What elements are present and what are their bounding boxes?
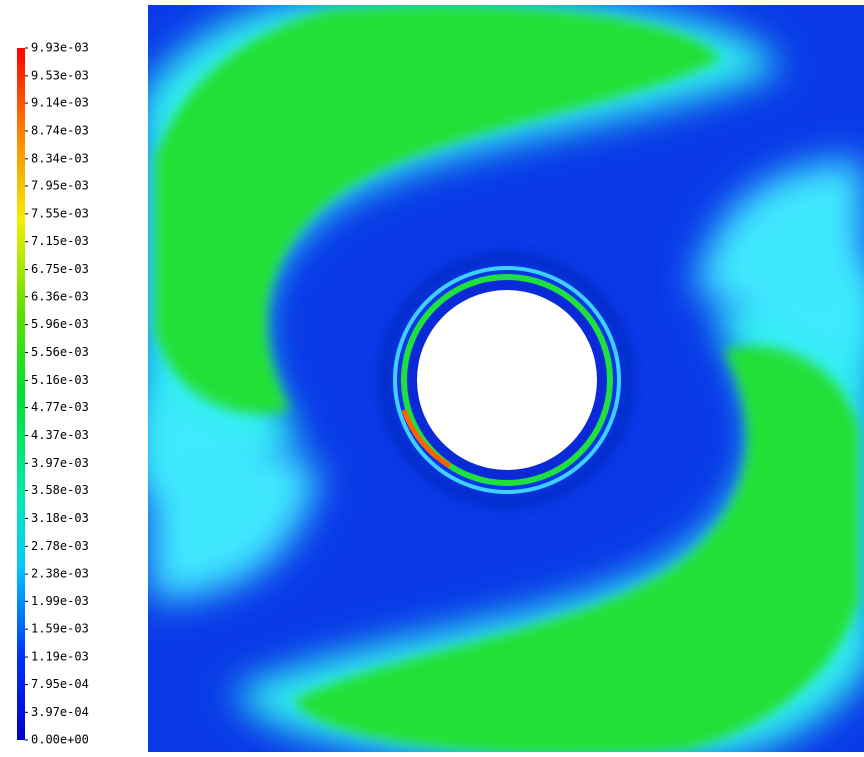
colorbar-label: 6.36e-03 <box>31 289 89 303</box>
colorbar-label: 6.75e-03 <box>31 262 89 276</box>
colorbar-label: 9.93e-03 <box>31 41 89 55</box>
colorbar <box>17 48 25 740</box>
colorbar-label: 7.55e-03 <box>31 206 89 220</box>
contour-view: 9.93e-03 9.53e-03 9.14e-03 8.74e-03 8.34e-03… <box>0 0 864 757</box>
colorbar-label: 8.74e-03 <box>31 123 89 137</box>
colorbar-label: 1.59e-03 <box>31 622 89 636</box>
colorbar-label: 2.38e-03 <box>31 567 89 581</box>
colorbar-label: 2.78e-03 <box>31 539 89 553</box>
colorbar-label: 7.95e-04 <box>31 677 89 691</box>
colorbar-label: 4.77e-03 <box>31 400 89 414</box>
colorbar-label: 3.97e-03 <box>31 456 89 470</box>
colorbar-label: 5.56e-03 <box>31 345 89 359</box>
colorbar-label: 3.58e-03 <box>31 483 89 497</box>
contour-field <box>140 0 864 757</box>
colorbar-label: 0.00e+00 <box>31 733 89 747</box>
colorbar-label: 4.37e-03 <box>31 428 89 442</box>
colorbar-label: 8.34e-03 <box>31 151 89 165</box>
colorbar-label: 1.99e-03 <box>31 594 89 608</box>
colorbar-label: 9.14e-03 <box>31 96 89 110</box>
colorbar-label: 5.96e-03 <box>31 317 89 331</box>
colorbar-label: 7.15e-03 <box>31 234 89 248</box>
colorbar-label: 3.18e-03 <box>31 511 89 525</box>
colorbar-label: 9.53e-03 <box>31 68 89 82</box>
colorbar-label: 1.19e-03 <box>31 650 89 664</box>
colorbar-label: 3.97e-04 <box>31 705 89 719</box>
colorbar-label: 7.95e-03 <box>31 178 89 192</box>
colorbar-label: 5.16e-03 <box>31 373 89 387</box>
